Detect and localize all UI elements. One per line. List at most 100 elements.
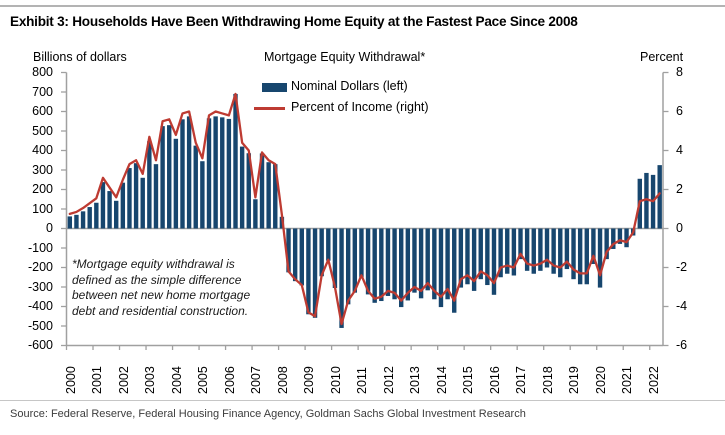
nominal-dollars-bar [418, 228, 424, 299]
y-right-tick-label: -6 [676, 338, 688, 352]
y-left-tick-label: -200 [27, 260, 53, 274]
y-left-tick-label: -100 [27, 240, 53, 255]
right-axis-caption: Percent [640, 50, 684, 64]
nominal-dollars-bar [173, 138, 179, 229]
nominal-dollars-bar [286, 228, 291, 273]
nominal-dollars-bar [94, 202, 99, 229]
nominal-dollars-bar [80, 211, 86, 229]
y-right-tick-label: -2 [676, 260, 688, 274]
nominal-dollars-bar [153, 164, 159, 229]
bottom-divider [0, 400, 725, 401]
y-left-tick-label: 200 [32, 182, 53, 196]
x-year-tick-label: 2005 [196, 366, 211, 394]
nominal-dollars-bar [253, 199, 258, 229]
x-year-tick-label: 2014 [434, 366, 449, 394]
nominal-dollars-bar [233, 93, 238, 229]
source-attribution: Source: Federal Reserve, Federal Housing… [10, 408, 526, 420]
nominal-dollars-bar [332, 228, 338, 288]
y-right-tick-label: 0 [676, 221, 683, 235]
chart-title: Mortgage Equity Withdrawal* [264, 50, 426, 64]
nominal-dollars-bar [518, 228, 523, 260]
nominal-dollars-bar [365, 228, 371, 295]
legend-label-percent-of-income: Percent of Income (right) [291, 100, 429, 114]
nominal-dollars-bar [193, 145, 198, 229]
y-left-tick-label: -600 [27, 338, 53, 352]
nominal-dollars-bar [319, 228, 324, 277]
nominal-dollars-bar [458, 228, 464, 288]
x-year-tick-label: 2022 [646, 366, 661, 394]
nominal-dollars-bar [644, 172, 649, 229]
y-left-tick-label: -500 [27, 318, 53, 333]
nominal-dollars-bar [445, 228, 450, 300]
nominal-dollars-bar [465, 228, 470, 285]
nominal-dollars-bar [266, 162, 271, 229]
nominal-dollars-bar [524, 228, 530, 271]
nominal-dollars-bar [611, 228, 616, 249]
x-year-tick-label: 2011 [355, 367, 370, 394]
nominal-dollars-bar [87, 207, 92, 229]
nominal-dollars-bar [359, 228, 364, 278]
nominal-dollars-bar [345, 228, 351, 305]
nominal-dollars-bar [180, 119, 185, 229]
y-left-tick-label: 800 [32, 65, 53, 79]
nominal-dollars-bar [617, 228, 623, 244]
nominal-dollars-bar [127, 168, 132, 229]
left-axis-caption: Billions of dollars [33, 50, 127, 64]
nominal-dollars-bar [326, 228, 331, 261]
nominal-dollars-bar [140, 177, 145, 229]
nominal-dollars-bar [385, 228, 391, 296]
x-year-tick-label: 2007 [249, 366, 264, 394]
nominal-dollars-bar [372, 228, 377, 303]
y-left-tick-label: 100 [32, 201, 53, 216]
nominal-dollars-bar [432, 228, 437, 300]
x-year-tick-label: 2003 [143, 366, 157, 394]
x-year-tick-label: 2010 [328, 366, 343, 394]
nominal-dollars-bar [551, 228, 556, 274]
nominal-dollars-bar [544, 228, 550, 268]
x-year-tick-label: 2004 [169, 366, 184, 394]
x-year-tick-label: 2015 [461, 366, 476, 394]
exhibit-title: Exhibit 3: Households Have Been Withdraw… [10, 14, 578, 29]
nominal-dollars-bar [186, 116, 192, 229]
y-left-tick-label: 300 [32, 162, 53, 177]
nominal-dollars-bar [531, 228, 536, 274]
nominal-dollars-bar [657, 165, 662, 229]
nominal-dollars-bar [160, 126, 165, 229]
x-year-tick-label: 2006 [222, 366, 237, 394]
percent-of-income-line [68, 92, 661, 326]
nominal-dollars-bar [452, 228, 457, 313]
nominal-dollars-bar [299, 228, 304, 286]
y-right-tick-label: 6 [676, 104, 683, 118]
footnote-definition: *Mortgage equity withdrawal is defined a… [72, 257, 251, 319]
nominal-dollars-bar [120, 182, 126, 229]
x-year-tick-label: 2000 [63, 366, 78, 394]
nominal-dollars-bar [478, 228, 483, 280]
y-left-tick-label: -300 [27, 279, 53, 294]
nominal-dollars-bar [133, 163, 139, 229]
nominal-dollars-bar [147, 141, 152, 229]
y-left-tick-label: 700 [32, 84, 53, 99]
nominal-dollars-bar [312, 228, 318, 318]
x-year-tick-label: 2002 [116, 366, 131, 394]
x-year-tick-label: 2012 [381, 366, 396, 394]
nominal-dollars-bar [167, 125, 172, 229]
nominal-dollars-bar [100, 182, 106, 229]
nominal-dollars-bar [239, 146, 245, 229]
y-right-tick-label: 4 [676, 143, 683, 157]
nominal-dollars-bar [273, 164, 278, 229]
nominal-dollars-bar [226, 118, 232, 229]
nominal-dollars-bar [206, 118, 212, 229]
nominal-dollars-bar [405, 228, 411, 301]
nominal-dollars-bar [425, 228, 430, 291]
nominal-dollars-bar [412, 228, 417, 293]
nominal-dollars-bar [107, 191, 112, 229]
nominal-dollars-bar [491, 228, 497, 295]
nominal-dollars-bar [584, 228, 589, 285]
nominal-dollars-bar [471, 228, 477, 291]
y-left-tick-label: 600 [32, 104, 53, 118]
x-year-tick-label: 2019 [567, 366, 582, 394]
nominal-dollars-bar [624, 228, 629, 248]
y-right-tick-label: 2 [676, 182, 683, 196]
nominal-dollars-bar [339, 228, 344, 328]
